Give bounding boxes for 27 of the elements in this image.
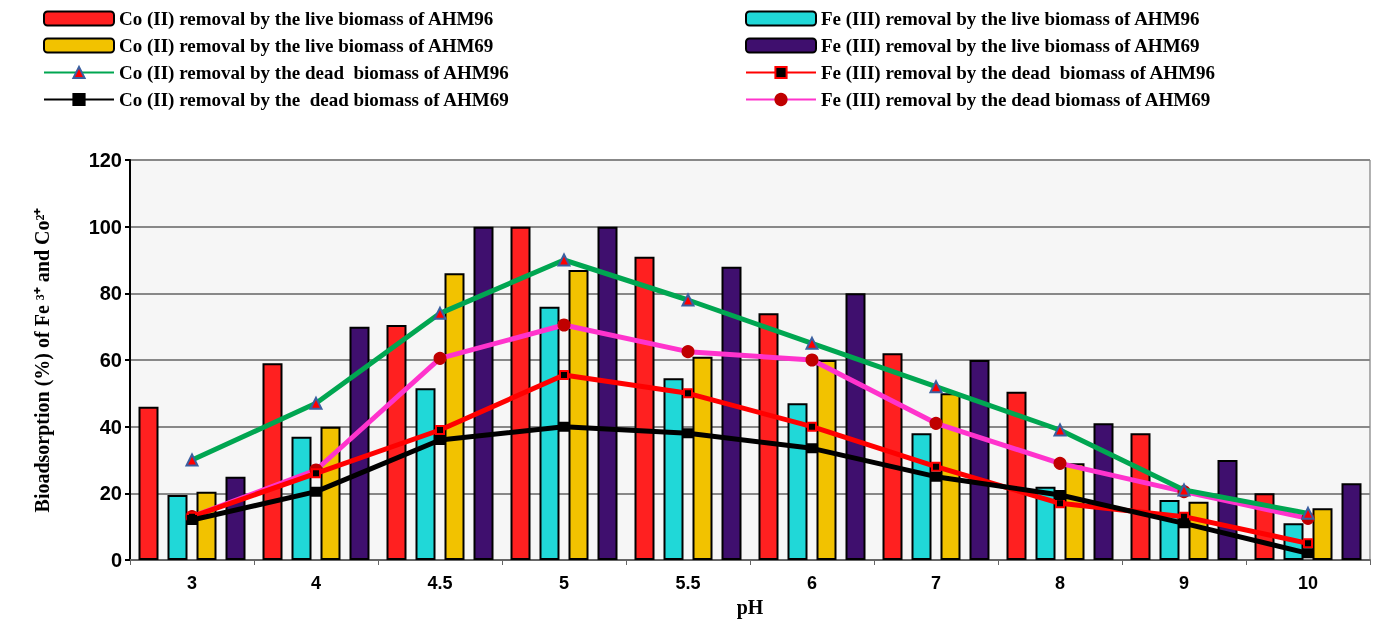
legend-label: Co (II) removal by the dead biomass of AHM96 xyxy=(119,62,509,84)
y-tick-label: 40 xyxy=(99,415,122,438)
legend-label: Co (II) removal by the dead biomass of AHM69 xyxy=(119,89,509,111)
legend-label: Fe (III) removal by the live biomass of AHM69 xyxy=(821,35,1200,57)
x-tick-label: 4 xyxy=(310,573,322,593)
y-tick-label: 100 xyxy=(88,215,122,238)
legend-label: Fe (III) removal by the dead biomass of AHM69 xyxy=(821,89,1211,111)
y-tick-label: 80 xyxy=(99,282,122,305)
y-tick-label: 0 xyxy=(110,549,122,571)
x-tick-label: 10 xyxy=(1297,573,1319,593)
x-tick-label: 6 xyxy=(806,573,818,593)
x-axis-title: pH xyxy=(736,595,764,619)
y-tick-label: 60 xyxy=(99,349,122,371)
y-tick-label: 120 xyxy=(88,149,122,171)
legend-label: Fe (III) removal by the dead biomass of AHM96 xyxy=(821,62,1215,84)
legend-label: Co (II) removal by the live biomass of AHM69 xyxy=(119,35,494,57)
x-tick-label: 5.5 xyxy=(675,573,701,593)
x-tick-label: 9 xyxy=(1178,573,1190,593)
x-tick-label: 8 xyxy=(1054,573,1066,593)
x-tick-label: 3 xyxy=(186,573,198,593)
x-tick-label: 7 xyxy=(930,573,942,593)
legend-label: Co (II) removal by the live biomass of AHM96 xyxy=(119,8,494,30)
y-tick-label: 20 xyxy=(99,482,122,505)
legend-label: Fe (III) removal by the live biomass of AHM96 xyxy=(821,8,1200,30)
x-tick-label: 5 xyxy=(558,573,570,593)
y-axis-title: Bioadsorption (%) of Fe ³⁺ and Co²⁺ xyxy=(31,207,54,513)
x-tick-label: 4.5 xyxy=(427,573,453,593)
